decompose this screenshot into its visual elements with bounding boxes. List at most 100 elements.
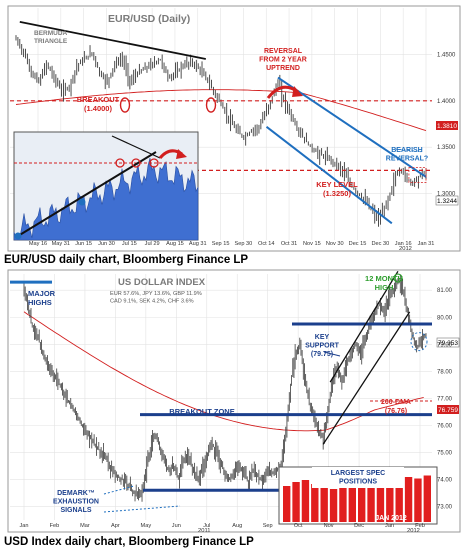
- eurusd-ma-price-tag: 1.3810: [437, 123, 457, 130]
- y-tick-label: 79.00: [437, 342, 453, 348]
- x-tick-label: Aug 31: [189, 241, 207, 247]
- demark-arrow: [103, 485, 135, 495]
- spec-bar: [367, 478, 375, 522]
- inset-point: [14, 232, 22, 240]
- x-tick-label: Dec 30: [371, 241, 389, 247]
- spec-bar: [376, 476, 385, 522]
- spec-bar: [348, 479, 356, 522]
- usd-index-weights: EUR 57.6%, JPY 13.6%, GBP 11.9% CAD 9.1%,…: [110, 291, 202, 305]
- y-tick-label: 1.4000: [437, 99, 456, 105]
- breakout-label: BREAKOUT (1.4000): [77, 95, 120, 113]
- x-tick-label: Dec 15: [349, 241, 367, 247]
- inset-marker: [131, 158, 141, 168]
- spec-bar: [386, 482, 394, 522]
- spec-label-bg: [312, 467, 404, 488]
- spec-bar: [358, 485, 366, 522]
- latest-price-marker: [410, 332, 428, 352]
- twelve-month-high-label: 12 MONTH HIGH: [365, 274, 403, 292]
- y-tick-label: 1.4500: [437, 52, 456, 58]
- x-tick-label: Mar: [80, 523, 90, 529]
- x-tick-label: Jul: [203, 523, 210, 529]
- reversal-label: REVERSAL FROM 2 YEAR UPTREND: [259, 48, 307, 72]
- usd-year-label-2011: 2011: [198, 528, 210, 534]
- major-highs-label: MAJOR HIGHS: [28, 289, 56, 307]
- triangle-trendline: [19, 21, 206, 60]
- dma-label: 200-DMA (76.76): [381, 399, 411, 415]
- demark-arrow: [103, 505, 181, 513]
- spec-bar: [404, 477, 413, 522]
- y-tick-label: 73.00: [437, 504, 453, 510]
- y-tick-label: 80.00: [437, 315, 453, 321]
- usd-ma-price-tag: 76.759: [438, 407, 458, 414]
- usd-index-chart: US DOLLAR INDEX EUR 57.6%, JPY 13.6%, GB…: [7, 269, 461, 534]
- spec-inset-date: JAN 2012: [375, 515, 407, 522]
- spec-bar: [301, 480, 310, 522]
- spec-bar: [283, 486, 291, 522]
- x-tick-label: Oct 31: [281, 241, 297, 247]
- key-level-label: KEY LEVEL (1.3250): [316, 180, 358, 198]
- x-tick-label: May 16: [29, 241, 47, 247]
- spec-bar: [320, 477, 328, 522]
- x-tick-label: Oct: [294, 523, 303, 529]
- breakout-marker: [205, 97, 217, 113]
- uptrend-channel-upper: [329, 270, 399, 383]
- eurusd-chart-title: EUR/USD (Daily): [108, 13, 190, 25]
- usd-last-price-tag: 79.353: [438, 340, 458, 347]
- x-tick-label: Dec: [354, 523, 364, 529]
- breakout-zone-label: BREAKOUT ZONE: [169, 407, 234, 416]
- x-tick-label: Sep 30: [235, 241, 253, 247]
- y-tick-label: 1.3500: [437, 145, 456, 151]
- inset-marker: [149, 158, 159, 168]
- usd-ma-price-tag-bg: [437, 405, 459, 414]
- spec-bar: [292, 482, 300, 522]
- y-tick-label: 81.00: [437, 288, 453, 294]
- eurusd-ma-price-tag-bg: [436, 121, 458, 130]
- spec-bar: [329, 489, 338, 522]
- x-tick-label: May 31: [52, 241, 70, 247]
- usd-year-label-2012: 2012: [407, 528, 420, 534]
- inset-point: [78, 198, 86, 206]
- key-support-pointer: [323, 351, 341, 357]
- bearish-reversal-box: [408, 167, 427, 183]
- spec-positions-inset: LARGEST SPEC POSITIONS JAN 2012: [278, 466, 438, 525]
- inset-downtrend-line: [111, 135, 161, 159]
- uptrend-channel-lower: [322, 311, 411, 445]
- inset-area-fill: [13, 157, 199, 241]
- x-tick-label: Sep: [263, 523, 273, 529]
- x-tick-label: Feb: [415, 523, 425, 529]
- x-tick-label: Jun: [172, 523, 181, 529]
- x-tick-label: Aug 15: [166, 241, 184, 247]
- bearish-reversal-label: BEARISH REVERSAL?: [386, 147, 428, 163]
- x-tick-label: Jul 29: [145, 241, 160, 247]
- y-tick-label: 74.00: [437, 477, 453, 483]
- x-tick-label: Jun 15: [75, 241, 92, 247]
- y-tick-label: 78.00: [437, 369, 453, 375]
- key-support-label: KEY SUPPORT (79.75): [305, 334, 340, 358]
- usd-index-caption: USD Index daily chart, Bloomberg Finance…: [4, 536, 254, 548]
- channel-lower-line: [265, 125, 393, 225]
- bermuda-triangle-label: BERMUDA TRIANGLE: [34, 30, 68, 45]
- breakout-marker: [119, 97, 131, 113]
- spec-bar: [339, 481, 347, 522]
- y-tick-label: 1.3000: [437, 192, 456, 198]
- spec-bar: [423, 475, 431, 522]
- x-tick-label: Jul 15: [122, 241, 137, 247]
- x-tick-label: Jan: [19, 523, 28, 529]
- eurusd-caption: EUR/USD daily chart, Bloomberg Finance L…: [4, 254, 249, 266]
- x-tick-label: Feb: [50, 523, 60, 529]
- bearish-reversal-pointer: [395, 148, 423, 153]
- inset-arrow-head: [176, 149, 187, 159]
- eurusd-last-price-tag: 1.3244: [437, 198, 457, 205]
- channel-upper-line: [277, 76, 427, 178]
- y-tick-label: 77.00: [437, 396, 453, 402]
- x-tick-label: Sep 15: [212, 241, 230, 247]
- x-tick-label: Nov: [324, 523, 334, 529]
- dma-200-line: [23, 311, 424, 432]
- x-tick-label: Jan 31: [418, 241, 435, 247]
- eurusd-last-price-tag-bg: [435, 195, 459, 206]
- eurusd-chart: EUR/USD (Daily) BERMUDA TRIANGLE REVERSAL…: [7, 5, 461, 252]
- eurusd-year-label: 2012: [399, 246, 412, 252]
- spec-positions-label: LARGEST SPEC POSITIONS: [331, 470, 385, 486]
- x-tick-label: May: [141, 523, 152, 529]
